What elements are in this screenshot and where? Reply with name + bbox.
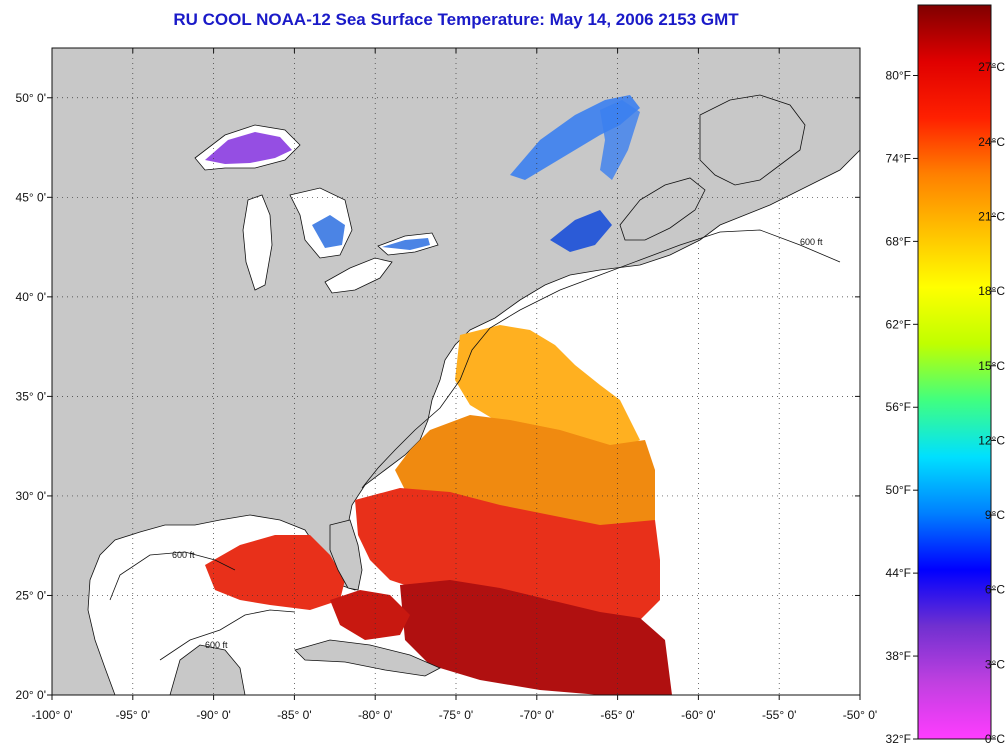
colorbar-c-label: 0°C: [985, 732, 1005, 746]
lat-tick-label: 50° 0': [16, 91, 46, 105]
colorbar-c-label: 24°C: [978, 135, 1005, 149]
contour-label-yucatan: 600 ft: [205, 640, 228, 650]
land-yucatan: [169, 644, 246, 695]
colorbar-c-label: 15°C: [978, 359, 1005, 373]
lake-erie: [324, 257, 393, 294]
lon-tick-label: -100° 0': [31, 708, 72, 722]
sst-gulf-warm: [205, 535, 345, 610]
colorbar-celsius-labels: 27°C 24°C 21°C 18°C 15°C 12°C 9°C 6°C 3°C 0°C: [978, 60, 1005, 746]
lat-ticks: 20° 0' 25° 0' 30° 0' 35° 0' 40° 0' 45° 0' 50° …: [16, 91, 860, 702]
colorbar-f-label: 74°F: [886, 151, 911, 165]
colorbar-f-label: 62°F: [886, 317, 911, 331]
contour-600ft-gulf: [109, 551, 296, 661]
gulf-st-lawrence-sst: [600, 100, 640, 180]
colorbar-c-label: 18°C: [978, 284, 1005, 298]
colorbar-f-label: 32°F: [886, 732, 911, 746]
colorbar-c-label: 3°C: [985, 657, 1005, 671]
lon-tick-label: -80° 0': [358, 708, 392, 722]
colorbar-f-label: 44°F: [886, 566, 911, 580]
lat-tick-label: 25° 0': [16, 588, 46, 602]
lat-tick-label: 40° 0': [16, 290, 46, 304]
lon-tick-label: -55° 0': [762, 708, 796, 722]
colorbar-f-label: 80°F: [886, 68, 911, 82]
colorbar-f-label: 50°F: [886, 483, 911, 497]
land-maritimes: [699, 94, 806, 186]
lake-huron-sst: [312, 215, 345, 248]
land-cuba: [294, 639, 441, 677]
lake-ontario-sst: [382, 238, 430, 250]
map-title: RU COOL NOAA-12 Sea Surface Temperature:…: [173, 10, 739, 29]
contour-600ft-atlantic: [361, 229, 841, 489]
colorbar-fahrenheit-labels: 80°F 74°F 68°F 62°F 56°F 50°F 44°F 38°F 32°F: [886, 68, 918, 746]
sst-atlantic-mid: [395, 415, 655, 530]
contour-label-atlantic: 600 ft: [800, 237, 823, 247]
land-nova-scotia: [619, 177, 706, 241]
colorbar: [917, 4, 992, 740]
lat-tick-label: 20° 0': [16, 688, 46, 702]
colorbar-f-label: 56°F: [886, 400, 911, 414]
lon-tick-label: -75° 0': [439, 708, 473, 722]
lon-tick-label: -85° 0': [277, 708, 311, 722]
land-florida: [329, 519, 363, 591]
colorbar-c-label: 12°C: [978, 433, 1005, 447]
colorbar-c-label: 9°C: [985, 508, 1005, 522]
lon-ticks: -100° 0' -95° 0' -90° 0' -85° 0' -80° 0' -75°…: [31, 48, 877, 722]
sst-atlantic-cool: [455, 325, 640, 455]
bay-of-fundy-sst: [550, 210, 612, 252]
sst-florida-strait: [330, 590, 410, 640]
lon-tick-label: -50° 0': [843, 708, 877, 722]
colorbar-c-label: 6°C: [985, 583, 1005, 597]
colorbar-f-label: 38°F: [886, 649, 911, 663]
lon-tick-label: -90° 0': [196, 708, 230, 722]
lat-tick-label: 30° 0': [16, 489, 46, 503]
colorbar-f-label: 68°F: [886, 234, 911, 248]
lon-tick-label: -65° 0': [600, 708, 634, 722]
colorbar-c-label: 27°C: [978, 60, 1005, 74]
sst-caribbean-hot: [400, 580, 672, 695]
lon-tick-label: -60° 0': [681, 708, 715, 722]
colorbar-c-label: 21°C: [978, 209, 1005, 223]
contour-label-gulf: 600 ft: [172, 550, 195, 560]
lon-tick-label: -95° 0': [116, 708, 150, 722]
lat-tick-label: 35° 0': [16, 389, 46, 403]
lon-tick-label: -70° 0': [520, 708, 554, 722]
lat-tick-label: 45° 0': [16, 190, 46, 204]
lake-superior-sst: [205, 132, 292, 164]
lake-michigan: [242, 194, 273, 291]
